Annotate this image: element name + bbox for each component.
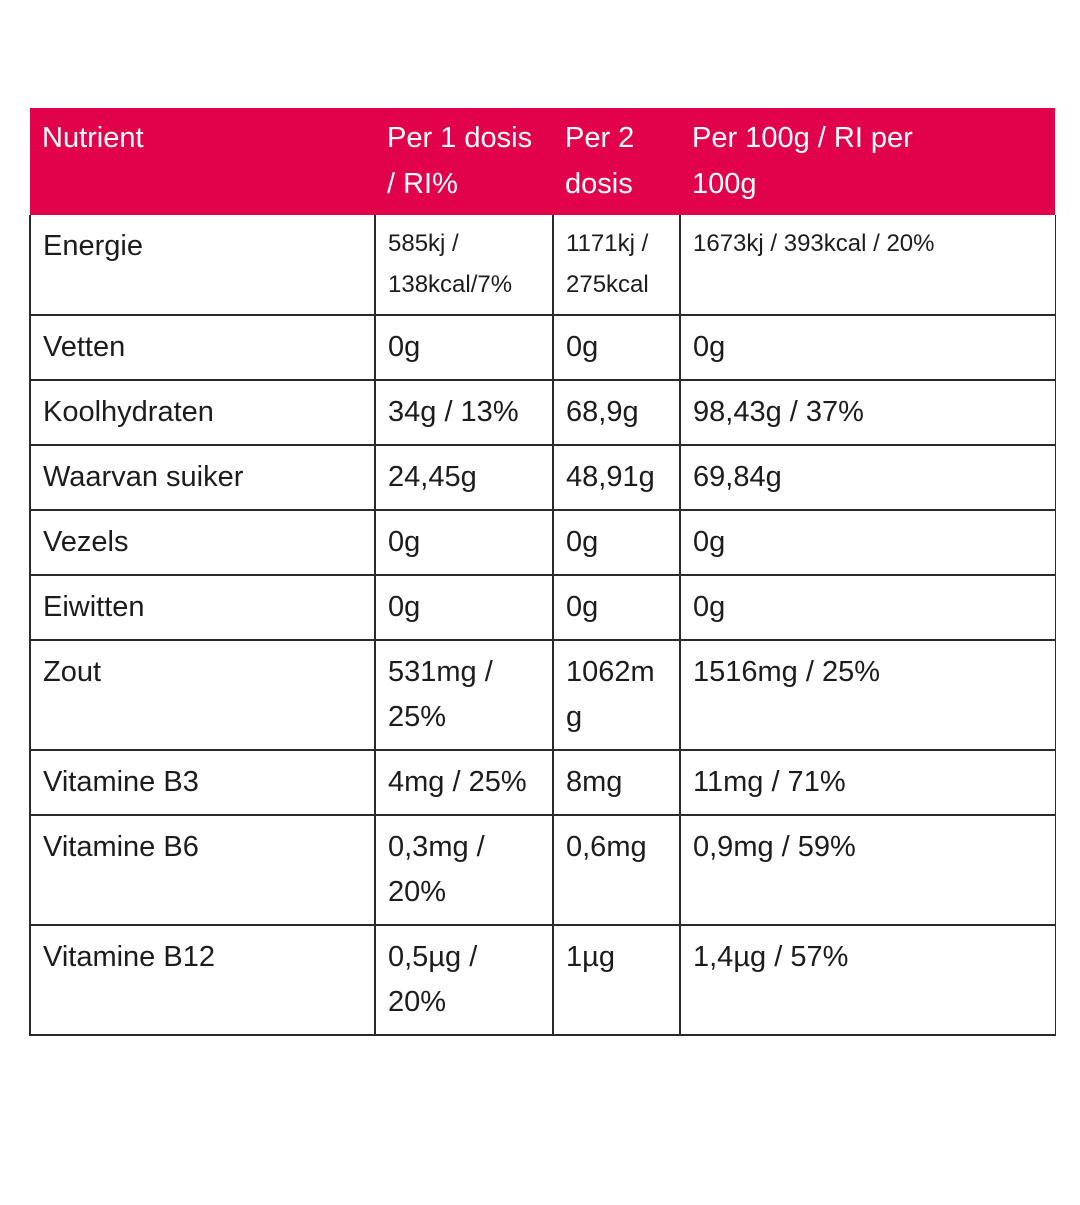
- table-row: Zout 531mg / 25% 1062mg 1516mg / 25%: [29, 639, 1056, 751]
- nutrient-name-cell: Eiwitten: [29, 574, 376, 642]
- column-header-label: Per 2 dosis: [565, 122, 635, 201]
- column-header-nutrient: Nutrient: [30, 108, 375, 215]
- nutrition-table-body: Energie 585kj / 138kcal/7% 1171kj / 275k…: [29, 214, 1056, 1036]
- column-header-per-2-dosis: Per 2 dosis: [553, 108, 680, 215]
- per-2-dosis-value-cell: 0g: [552, 574, 681, 642]
- per-100g-value-cell: 1516mg / 25%: [679, 639, 1056, 751]
- nutrient-name-cell: Vitamine B12: [29, 923, 376, 1036]
- per-2-dosis-value-cell: 1171kj / 275kcal: [552, 214, 681, 317]
- nutrient-name-cell: Vitamine B3: [29, 748, 376, 816]
- per-100g-value-cell: 0g: [679, 574, 1056, 642]
- nutrient-name-cell: Zout: [29, 639, 376, 751]
- per-1-dosis-value-cell: 4mg / 25%: [374, 748, 554, 816]
- nutrition-table: Nutrient Per 1 dosis / RI% Per 2 dosis P…: [29, 108, 1056, 1036]
- per-100g-value-cell: 98,43g / 37%: [679, 379, 1056, 447]
- nutrient-name-cell: Koolhydraten: [29, 379, 376, 447]
- table-row: Energie 585kj / 138kcal/7% 1171kj / 275k…: [29, 214, 1056, 317]
- per-1-dosis-value-cell: 0,3mg / 20%: [374, 813, 554, 926]
- nutrition-facts-table: Nutrient Per 1 dosis / RI% Per 2 dosis P…: [29, 108, 1056, 1036]
- per-2-dosis-value-cell: 48,91g: [552, 444, 681, 512]
- per-100g-value-cell: 1673kj / 393kcal / 20%: [679, 214, 1056, 317]
- column-header-per-100g: Per 100g / RI per 100g: [680, 108, 1055, 215]
- nutrient-name-cell: Energie: [29, 214, 376, 317]
- table-row: Koolhydraten 34g / 13% 68,9g 98,43g / 37…: [29, 379, 1056, 447]
- per-2-dosis-value-cell: 8mg: [552, 748, 681, 816]
- per-100g-value-cell: 0g: [679, 509, 1056, 577]
- per-2-dosis-value-cell: 0g: [552, 509, 681, 577]
- nutrient-name-cell: Vetten: [29, 314, 376, 382]
- table-row: Vezels 0g 0g 0g: [29, 509, 1056, 577]
- per-1-dosis-value-cell: 585kj / 138kcal/7%: [374, 214, 554, 317]
- nutrient-name-cell: Vezels: [29, 509, 376, 577]
- per-100g-value-cell: 69,84g: [679, 444, 1056, 512]
- per-100g-value-cell: 11mg / 71%: [679, 748, 1056, 816]
- per-2-dosis-value-cell: 0,6mg: [552, 813, 681, 926]
- per-1-dosis-value-cell: 531mg / 25%: [374, 639, 554, 751]
- table-row: Eiwitten 0g 0g 0g: [29, 574, 1056, 642]
- per-1-dosis-value-cell: 34g / 13%: [374, 379, 554, 447]
- column-header-label: Per 1 dosis / RI%: [387, 122, 533, 201]
- per-1-dosis-value-cell: 0g: [374, 574, 554, 642]
- per-1-dosis-value-cell: 0g: [374, 509, 554, 577]
- per-1-dosis-value-cell: 0,5µg / 20%: [374, 923, 554, 1036]
- per-2-dosis-value-cell: 0g: [552, 314, 681, 382]
- per-2-dosis-value-cell: 68,9g: [552, 379, 681, 447]
- per-100g-value-cell: 1,4µg / 57%: [679, 923, 1056, 1036]
- per-100g-value-cell: 0g: [679, 314, 1056, 382]
- per-2-dosis-value-cell: 1062mg: [552, 639, 681, 751]
- table-header-row: Nutrient Per 1 dosis / RI% Per 2 dosis P…: [30, 108, 1055, 215]
- table-row: Vitamine B3 4mg / 25% 8mg 11mg / 71%: [29, 748, 1056, 816]
- table-row: Vitamine B6 0,3mg / 20% 0,6mg 0,9mg / 59…: [29, 813, 1056, 926]
- column-header-label: Nutrient: [42, 122, 144, 154]
- per-1-dosis-value-cell: 24,45g: [374, 444, 554, 512]
- per-2-dosis-value-cell: 1µg: [552, 923, 681, 1036]
- nutrient-name-cell: Waarvan suiker: [29, 444, 376, 512]
- nutrient-name-cell: Vitamine B6: [29, 813, 376, 926]
- table-row: Waarvan suiker 24,45g 48,91g 69,84g: [29, 444, 1056, 512]
- table-row: Vitamine B12 0,5µg / 20% 1µg 1,4µg / 57%: [29, 923, 1056, 1036]
- column-header-label: Per 100g / RI per 100g: [692, 122, 913, 201]
- per-100g-value-cell: 0,9mg / 59%: [679, 813, 1056, 926]
- table-row: Vetten 0g 0g 0g: [29, 314, 1056, 382]
- column-header-per-1-dosis: Per 1 dosis / RI%: [375, 108, 553, 215]
- per-1-dosis-value-cell: 0g: [374, 314, 554, 382]
